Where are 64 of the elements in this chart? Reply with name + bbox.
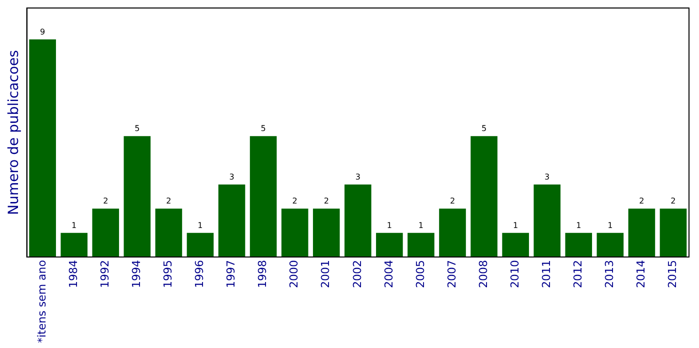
x-tick-label: 2005 bbox=[414, 260, 427, 288]
x-tick-label: 2015 bbox=[666, 260, 680, 288]
x-tick-label: 1994 bbox=[130, 260, 144, 288]
bar bbox=[124, 136, 151, 258]
x-tick-label: *itens sem ano bbox=[35, 260, 48, 344]
bar bbox=[312, 208, 340, 258]
data-label: 5 bbox=[134, 124, 140, 134]
data-label: 2 bbox=[639, 196, 644, 206]
x-tick-label: 1998 bbox=[256, 260, 270, 288]
x-tick-label: 1996 bbox=[193, 260, 206, 288]
x-tick-label: 2011 bbox=[540, 260, 553, 288]
data-label: 9 bbox=[40, 28, 46, 37]
x-tick-label: 2008 bbox=[476, 260, 490, 288]
x-tick-label: 2000 bbox=[288, 260, 301, 288]
data-label: 1 bbox=[386, 220, 392, 230]
bar bbox=[376, 232, 403, 258]
x-tick-label: 2007 bbox=[445, 260, 458, 288]
bar bbox=[502, 232, 529, 258]
data-label: 5 bbox=[260, 124, 266, 134]
data-label: 3 bbox=[544, 172, 550, 182]
x-tick-label: 2014 bbox=[634, 260, 648, 288]
bar bbox=[155, 208, 182, 258]
data-label: 1 bbox=[72, 220, 77, 230]
data-label: 1 bbox=[198, 220, 203, 230]
bar bbox=[596, 232, 624, 258]
data-label: 2 bbox=[103, 196, 108, 206]
x-tick-label: 2004 bbox=[382, 260, 396, 288]
x-tick-label: 1992 bbox=[98, 260, 112, 288]
bar bbox=[565, 232, 592, 258]
data-label: 2 bbox=[670, 196, 676, 206]
x-tick-label: 2002 bbox=[350, 260, 364, 288]
x-tick-label: 2012 bbox=[571, 260, 584, 288]
data-label: 1 bbox=[576, 220, 582, 230]
bar bbox=[218, 184, 246, 258]
bar bbox=[186, 232, 214, 258]
data-label: 2 bbox=[324, 196, 329, 206]
x-tick-label: 2001 bbox=[319, 260, 332, 288]
bar bbox=[250, 136, 277, 258]
x-tick-label: 1995 bbox=[162, 260, 175, 288]
bar bbox=[281, 208, 308, 258]
bar bbox=[408, 232, 434, 258]
data-label: 2 bbox=[450, 196, 456, 206]
data-label: 3 bbox=[355, 172, 360, 182]
data-label: 2 bbox=[166, 196, 172, 206]
data-label: 5 bbox=[481, 124, 487, 134]
data-label: 3 bbox=[229, 172, 234, 182]
bar bbox=[470, 136, 498, 258]
data-label: 1 bbox=[418, 220, 424, 230]
bar bbox=[29, 39, 56, 258]
data-label: 2 bbox=[292, 196, 298, 206]
bar bbox=[628, 208, 656, 258]
data-label: 1 bbox=[513, 220, 518, 230]
bar bbox=[534, 184, 560, 258]
bar bbox=[439, 208, 466, 258]
bar bbox=[92, 208, 120, 258]
x-tick-label: 1984 bbox=[66, 260, 80, 288]
x-tick-label: 2010 bbox=[508, 260, 522, 288]
y-axis-title: Numero de publicacoes bbox=[6, 50, 22, 215]
data-label: 1 bbox=[608, 220, 613, 230]
x-tick-label: 2013 bbox=[603, 260, 616, 288]
bar bbox=[60, 232, 88, 258]
bar bbox=[344, 184, 372, 258]
bar bbox=[660, 208, 687, 258]
x-tick-label: 1997 bbox=[224, 260, 238, 288]
